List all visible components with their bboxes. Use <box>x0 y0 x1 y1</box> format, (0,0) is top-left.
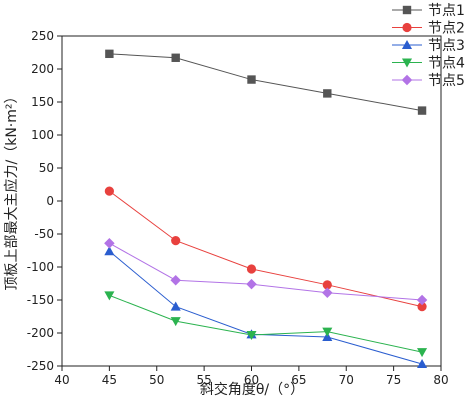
data-point <box>104 291 115 301</box>
plot-frame <box>61 35 442 367</box>
series-3 <box>104 246 428 369</box>
series-2 <box>104 186 427 312</box>
legend-marker <box>402 5 412 15</box>
series-line <box>109 250 423 365</box>
data-point <box>246 330 257 341</box>
data-point <box>323 89 332 98</box>
legend-label: 节点1 <box>428 3 465 19</box>
x-tick-label: 80 <box>433 373 448 387</box>
legend-item: 节点4 <box>392 56 465 72</box>
legend-marker <box>402 22 412 33</box>
data-point <box>417 358 428 369</box>
x-tick-label: 65 <box>291 373 306 387</box>
series-line <box>109 53 423 112</box>
series-4 <box>104 291 428 358</box>
series-layer <box>104 49 428 369</box>
data-point <box>171 53 180 62</box>
data-point <box>322 327 333 337</box>
legend-label: 节点5 <box>428 73 465 89</box>
legend-label: 节点3 <box>428 38 465 54</box>
y-axis-label: 顶板上部最大主应力/（kN·m²） <box>3 90 20 291</box>
data-point <box>105 49 114 59</box>
y-tick-label: -150 <box>27 293 54 307</box>
y-tick-label: 150 <box>31 95 54 109</box>
y-tick-label: 50 <box>39 161 54 175</box>
axes: 40 45 50 55 60 65 70 75 80 -250 -200 -150 -100 -50 0 50… <box>27 29 449 387</box>
y-tick-label: -200 <box>27 326 54 340</box>
data-point <box>247 75 256 84</box>
legend-marker <box>401 74 413 86</box>
data-point <box>322 287 333 298</box>
legend-label: 节点2 <box>428 21 465 37</box>
legend-item: 节点3 <box>392 38 465 54</box>
x-tick-label: 40 <box>54 373 69 387</box>
legend-item: 节点1 <box>392 3 465 19</box>
x-tick-label: 55 <box>196 373 211 387</box>
data-point <box>246 264 257 274</box>
legend-item: 节点2 <box>392 21 465 37</box>
series-1 <box>105 49 427 115</box>
series-5 <box>104 237 428 306</box>
series-line <box>109 294 423 353</box>
x-tick-label: 45 <box>102 373 117 387</box>
data-point <box>246 278 257 290</box>
y-tick-label: 200 <box>31 62 54 76</box>
x-tick-label: 70 <box>339 373 354 387</box>
data-point <box>170 317 181 327</box>
data-point <box>104 186 114 196</box>
series-line <box>109 190 423 308</box>
x-tick-label: 60 <box>244 373 259 387</box>
data-point <box>170 274 181 286</box>
data-point <box>417 302 427 312</box>
y-tick-label: -100 <box>27 260 54 274</box>
y-tick-label: -250 <box>27 359 54 373</box>
data-point <box>104 237 115 249</box>
data-point <box>104 246 115 256</box>
y-tick-label: 0 <box>46 194 54 208</box>
x-axis-label: 斜交角度θ/（°） <box>200 381 304 398</box>
data-point <box>170 301 181 311</box>
legend-marker <box>401 58 413 68</box>
y-tick-label: 250 <box>31 29 54 43</box>
data-point <box>322 280 332 290</box>
legend-marker <box>401 39 413 50</box>
data-point <box>417 348 428 358</box>
data-point <box>417 106 427 115</box>
legend-item: 节点5 <box>392 73 465 89</box>
y-tick-label: 100 <box>31 128 54 142</box>
data-point <box>416 294 428 306</box>
legend-label: 节点4 <box>428 56 465 72</box>
x-tick-label: 50 <box>149 373 164 387</box>
x-tick-label: 75 <box>386 373 401 387</box>
data-point <box>171 236 181 246</box>
y-tick-label: -50 <box>34 227 54 241</box>
